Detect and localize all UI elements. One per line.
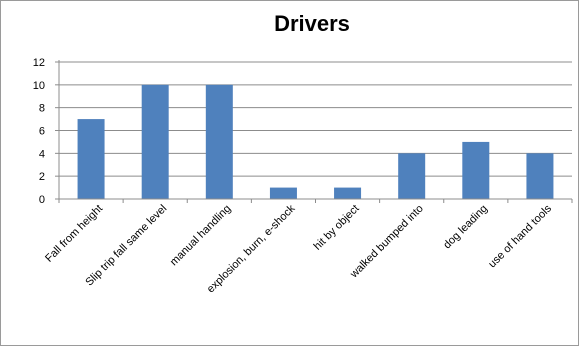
bar	[141, 84, 169, 199]
gridlines	[59, 61, 572, 177]
x-tick-label: use of hand tools	[486, 202, 554, 270]
y-tick-label: 2	[39, 171, 45, 183]
y-tick-label: 4	[39, 148, 45, 160]
bar	[462, 141, 490, 199]
bar	[334, 187, 362, 199]
y-tick-label: 12	[33, 57, 45, 69]
axes	[55, 60, 573, 203]
y-tick-label: 6	[39, 126, 45, 138]
x-tick-label: walked bumped into	[347, 203, 425, 281]
y-tick-label: 8	[39, 103, 45, 115]
x-tick-label: hit by object	[312, 203, 362, 253]
y-tick-label: 10	[33, 80, 45, 92]
y-tick-label: 0	[39, 194, 45, 206]
x-tick-label: Fall from height	[43, 203, 105, 265]
bar	[526, 153, 554, 199]
y-tick-labels: 0 2 4 6 8 10 12	[33, 57, 45, 206]
x-tick-label: dog leading	[441, 203, 490, 252]
bar	[398, 153, 426, 199]
bar	[77, 119, 105, 199]
chart-title: Drivers	[274, 11, 350, 36]
bars	[77, 84, 554, 199]
x-tick-label: manual handling	[168, 203, 234, 269]
bar	[205, 84, 233, 199]
bar	[269, 187, 297, 199]
